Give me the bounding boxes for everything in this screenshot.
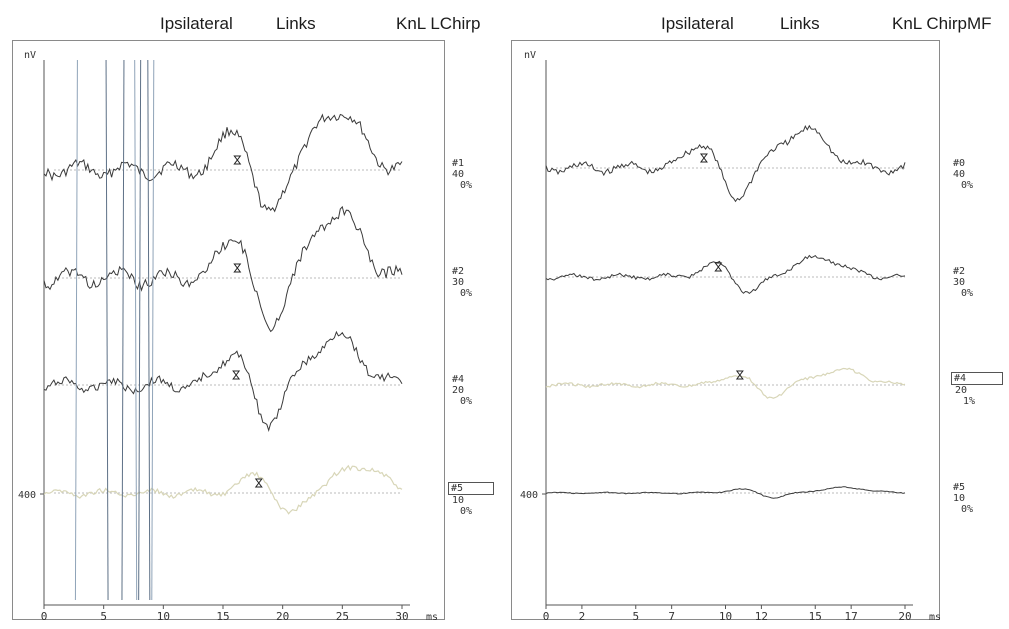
left-artifact-line-7 [151, 59, 155, 601]
right-trace-label-1: #0 40 0% [953, 158, 974, 191]
left-trace-label-1: #1 40 0% [452, 158, 473, 191]
right-x-tick-6: 15 [809, 610, 822, 623]
right-trace-2 [545, 254, 906, 295]
left-header-stimulus: KnL LChirp [396, 14, 481, 33]
left-artifact-line-2 [105, 59, 109, 601]
right-x-tick-4: 10 [719, 610, 732, 623]
left-y-tick-400: 400 [18, 490, 36, 501]
right-x-tick-5: 12 [755, 610, 768, 623]
left-trace-2 [43, 205, 403, 333]
right-trace-label-2: #2 30 0% [953, 266, 974, 299]
right-trace-1 [545, 124, 906, 203]
right-x-tick-2: 5 [632, 610, 639, 623]
right-trace-label-4: #5 10 0% [953, 482, 974, 515]
right-peak-marker-3 [735, 370, 744, 380]
left-x-tick-5: 25 [336, 610, 349, 623]
left-peak-marker-4 [254, 478, 263, 488]
left-x-tick-4: 20 [276, 610, 289, 623]
right-y-unit: nV [524, 50, 536, 61]
left-trace-label-3: #4 20 0% [452, 374, 473, 407]
left-trace-1 [43, 113, 403, 213]
left-artifact-line-1 [74, 59, 78, 601]
right-peak-marker-2 [714, 262, 723, 272]
left-x-tick-6: 30 [395, 610, 408, 623]
right-plot-frame [511, 40, 940, 620]
left-peak-marker-3 [232, 370, 241, 380]
right-peak-marker-1 [699, 153, 708, 163]
left-trace-label-4: #5 10 0% [448, 482, 494, 517]
right-x-tick-1: 2 [579, 610, 586, 623]
left-header-ear: Links [276, 14, 316, 33]
right-x-tick-8: 20 [898, 610, 911, 623]
left-x-tick-3: 15 [216, 610, 229, 623]
left-x-tick-1: 5 [100, 610, 107, 623]
right-header-ear: Links [780, 14, 820, 33]
left-peak-marker-2 [233, 263, 242, 273]
left-peak-marker-1 [233, 155, 242, 165]
right-x-tick-0: 0 [543, 610, 550, 623]
left-header-side: Ipsilateral [160, 14, 233, 33]
left-artifact-line-5 [138, 59, 142, 601]
left-artifact-line-3 [121, 59, 125, 601]
left-x-tick-0: 0 [41, 610, 48, 623]
right-trace-4 [545, 486, 906, 499]
right-trace-label-3: #4 20 1% [951, 372, 1003, 407]
right-x-unit: ms [929, 612, 941, 623]
left-artifact-line-6 [147, 59, 151, 601]
left-y-unit: nV [24, 50, 36, 61]
left-plot-frame [12, 40, 445, 620]
right-header-stimulus: KnL ChirpMF [892, 14, 992, 33]
left-x-unit: ms [426, 612, 438, 623]
right-header-side: Ipsilateral [661, 14, 734, 33]
right-x-tick-7: 17 [845, 610, 858, 623]
right-trace-3 [545, 367, 906, 399]
left-trace-3 [43, 330, 403, 433]
left-x-tick-2: 10 [157, 610, 170, 623]
right-y-tick-400: 400 [520, 490, 538, 501]
left-artifact-line-4 [134, 59, 138, 601]
left-trace-label-2: #2 30 0% [452, 266, 473, 299]
left-trace-4 [43, 464, 403, 515]
right-x-tick-3: 7 [668, 610, 675, 623]
